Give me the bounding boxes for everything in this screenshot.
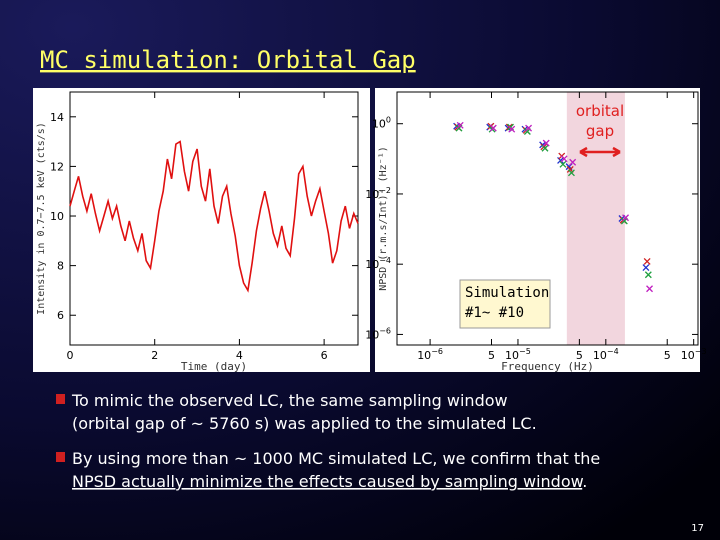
x-tick-label-base: 5 [488, 349, 495, 362]
y-tick-label-exp: −6 [379, 326, 391, 335]
bullet-text: (orbital gap of ~ 5760 s) was applied to… [72, 414, 537, 433]
data-point [622, 214, 630, 222]
plot-frame [69, 91, 359, 346]
y-tick-label: 12 [50, 160, 64, 173]
x-tick-label: 10−3 [681, 347, 707, 362]
x-tick-label: 10−6 [417, 347, 443, 362]
y-axis-label: Intensity in 0.7−7.5 keV (cts/s) [36, 122, 47, 315]
x-axis-label: Time (day) [181, 360, 247, 373]
y-tick-label: 10 [50, 210, 64, 223]
x-tick-label-exp: −5 [519, 347, 531, 356]
y-tick-label: 14 [50, 111, 64, 124]
x-tick-label: 10−4 [593, 347, 619, 362]
bullet-marker [56, 394, 65, 404]
bullet-end: . [582, 472, 587, 491]
bullet-underlined: NPSD actually minimize the effects cause… [72, 472, 584, 491]
x-tick-label-exp: −4 [607, 347, 619, 356]
x-tick-label: 5 [664, 349, 671, 362]
highlight-band [566, 92, 625, 345]
y-tick-label: 10−2 [365, 186, 391, 201]
gap-arrow [579, 146, 621, 158]
x-tick-label-exp: −6 [431, 347, 443, 356]
x-tick-label-base: 5 [664, 349, 671, 362]
x-tick-label: 5 [488, 349, 495, 362]
y-tick-label-base: 10 [365, 258, 379, 271]
bullet-text: To mimic the observed LC, the same sampl… [71, 391, 508, 410]
x-tick-label: 5 [576, 349, 583, 362]
x-tick-label-base: 10 [505, 349, 519, 362]
chart-panel [375, 88, 700, 372]
y-tick-label: 10−6 [365, 326, 391, 341]
y-tick-label-exp: −4 [379, 256, 391, 265]
data-point [541, 144, 549, 152]
y-tick-label-base: 10 [365, 328, 379, 341]
data-point [489, 124, 497, 132]
data-point [646, 285, 653, 293]
x-tick-label-exp: −3 [695, 347, 707, 356]
x-tick-label-base: 10 [417, 349, 431, 362]
y-tick-label: 100 [372, 116, 391, 131]
y-tick-label-base: 10 [372, 118, 386, 131]
annotation-box [459, 279, 551, 329]
y-axis-label: NPSD (r.m.s/Int)² (Hz⁻¹) [378, 146, 389, 291]
slide-title: MC simulation: Orbital Gap [40, 46, 416, 74]
x-tick-label: 6 [321, 349, 328, 362]
annotation: #1~ #10 [465, 305, 524, 321]
data-point [542, 139, 550, 147]
x-axis-label: Frequency (Hz) [501, 360, 594, 373]
x-tick-label-base: 10 [593, 349, 607, 362]
chart-panel [33, 88, 370, 372]
y-tick-label-exp: 0 [386, 116, 391, 125]
data-point [508, 125, 516, 133]
data-point [525, 124, 533, 132]
data-point [559, 160, 567, 168]
data-point [642, 264, 650, 272]
annotation: gap [586, 122, 614, 140]
x-tick-label-base: 10 [681, 349, 695, 362]
data-point [644, 271, 652, 279]
y-tick-label: 6 [57, 309, 64, 322]
x-tick-label: 2 [151, 349, 158, 362]
y-tick-label-exp: −2 [379, 186, 391, 195]
data-point [569, 158, 577, 166]
y-tick-label: 8 [57, 260, 64, 273]
light-curve [69, 140, 359, 293]
plot-frame [396, 91, 699, 346]
annotation: Simulation [465, 285, 549, 301]
y-tick-label: 10−4 [365, 256, 391, 271]
page-number: 17 [691, 523, 704, 534]
y-tick-label-base: 10 [365, 188, 379, 201]
data-point [456, 121, 464, 129]
data-point [567, 169, 575, 177]
data-point [643, 257, 651, 265]
x-tick-label-base: 5 [576, 349, 583, 362]
data-point [560, 155, 568, 163]
x-tick-label: 10−5 [505, 347, 531, 362]
bullet-text: NPSD actually minimize the effects cause… [72, 472, 587, 491]
bullet-text: By using more than ~ 1000 MC simulated L… [72, 449, 600, 468]
x-tick-label: 0 [67, 349, 74, 362]
bullet-marker [56, 452, 65, 462]
annotation: orbital [576, 102, 624, 120]
x-tick-label: 4 [236, 349, 243, 362]
